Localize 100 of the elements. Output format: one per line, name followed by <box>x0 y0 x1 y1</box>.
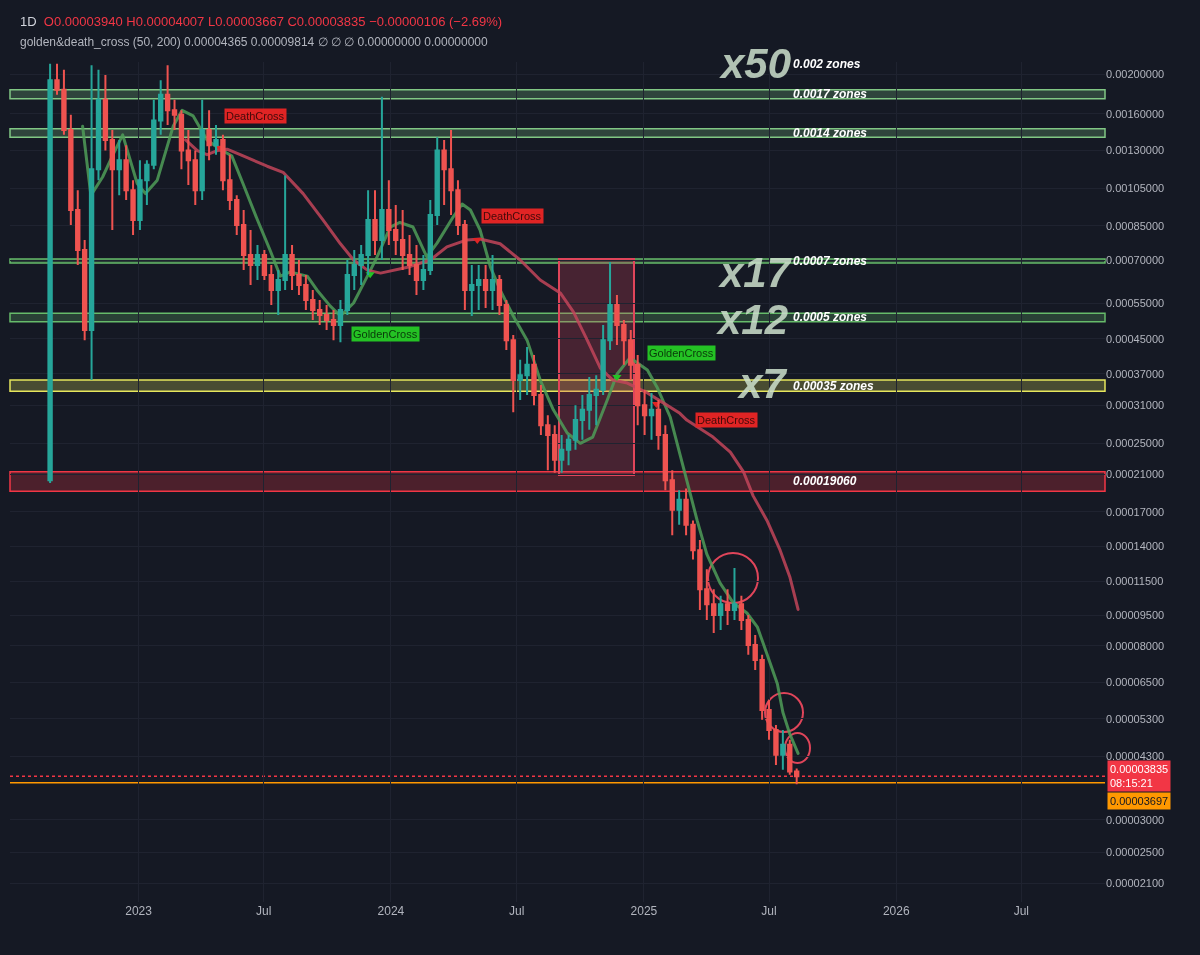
text: GoldenCross <box>649 347 714 359</box>
candlestick <box>109 128 115 232</box>
candlestick <box>158 79 164 136</box>
y-tick-label: 0.00160000 <box>1106 107 1165 120</box>
candlestick <box>780 728 786 771</box>
x-tick-label: Jul <box>509 904 525 918</box>
candlestick <box>669 469 675 537</box>
x-tick-label: Jul <box>1013 904 1030 918</box>
candlestick <box>185 128 192 187</box>
candlestick <box>95 68 102 182</box>
y-tick-label: 0.00011500 <box>1106 575 1164 588</box>
band-label: 0.00035 zones <box>793 379 875 393</box>
candlestick <box>406 233 413 277</box>
candlestick <box>399 209 406 272</box>
candlestick <box>254 243 261 282</box>
y-tick-label: 0.00021000 <box>1106 468 1165 481</box>
candlestick <box>192 149 198 206</box>
text: GoldenCross <box>353 328 418 340</box>
candlestick <box>738 594 745 632</box>
candlestick <box>476 264 482 311</box>
candlestick <box>344 258 351 316</box>
x-tick-label: 2023 <box>125 904 153 918</box>
candlestick <box>787 738 793 776</box>
candlestick <box>420 253 427 291</box>
y-tick-label: 0.00004300 <box>1106 749 1165 762</box>
candlestick <box>565 434 572 467</box>
y-tick-label: 0.00037000 <box>1106 367 1165 380</box>
y-tick-label: 0.00014000 <box>1106 540 1165 553</box>
y-tick-label: 0.00045000 <box>1106 332 1165 345</box>
y-tick-label: 0.00130000 <box>1106 144 1165 157</box>
candlestick <box>323 303 330 332</box>
candlestick <box>745 614 751 656</box>
point <box>612 375 622 382</box>
point <box>472 237 482 244</box>
candlestick <box>330 308 337 342</box>
annotation: 0.002 zones <box>793 57 861 71</box>
y-tick-label: 0.00017000 <box>1106 505 1165 518</box>
y-tick-label: 0.00002100 <box>1106 877 1165 890</box>
candlestick <box>641 388 648 437</box>
candlestick <box>47 62 53 484</box>
candlestick <box>434 136 440 226</box>
candlestick <box>116 138 122 197</box>
candlestick <box>268 264 274 306</box>
series-label: DeathCross <box>483 210 542 222</box>
candlestick <box>662 424 669 492</box>
band-label: 0.0014 zones <box>793 126 868 140</box>
candlestick <box>317 299 323 326</box>
ref-line-label: 0.00003697 <box>1110 795 1169 807</box>
x-tick-label: Jul <box>761 904 777 918</box>
x-tick-label: 2025 <box>630 904 658 918</box>
text: DeathCross <box>697 414 756 426</box>
y-tick-label: 0.00070000 <box>1106 254 1165 267</box>
text: golden&death_cross (50, 200) 0.00004365 0.00009814 ∅ ∅ ∅ 0.00000000 0.00000000 <box>20 35 489 49</box>
candlestick <box>178 109 185 171</box>
ref-line-label: 0.00003835 08:15:21 <box>1110 763 1169 790</box>
y-tick-label: 0.00025000 <box>1106 437 1165 450</box>
band-label: 0.00019060 <box>793 474 857 488</box>
candlestick <box>102 73 109 152</box>
candlestick <box>337 299 344 344</box>
y-tick-label: 0.00085000 <box>1106 219 1165 232</box>
candlestick <box>88 64 95 382</box>
candlestick <box>81 238 88 342</box>
candlestick <box>164 64 171 127</box>
candlestick <box>579 394 586 441</box>
candlestick <box>635 354 641 427</box>
candlestick <box>247 229 254 286</box>
y-tick-label: 0.00009500 <box>1106 609 1165 622</box>
candlestick <box>240 209 247 272</box>
x-tick-label: 2024 <box>377 904 405 918</box>
chart-title: 1D <box>20 14 37 29</box>
candlestick <box>648 391 655 441</box>
y-tick-label: 0.00003000 <box>1106 813 1165 826</box>
candlestick <box>510 334 516 414</box>
candlestick <box>427 198 433 277</box>
candlestick <box>496 274 503 316</box>
candlestick <box>206 109 212 162</box>
candlestick <box>572 404 579 451</box>
annotation: x50 <box>719 40 792 87</box>
candlestick <box>503 299 510 351</box>
candlestick <box>717 594 724 632</box>
y-tick-label: 0.00031000 <box>1106 399 1165 411</box>
band-label: 0.0005 zones <box>793 310 868 324</box>
y-tick-label: 0.00005300 <box>1106 712 1165 725</box>
x-tick-label: 2026 <box>882 904 910 918</box>
candlestick <box>199 98 205 201</box>
y-tick-label: 0.00006500 <box>1106 676 1165 689</box>
x-tick-label: Jul <box>256 904 272 918</box>
candlestick <box>676 489 682 526</box>
candlestick <box>413 243 420 297</box>
band-label: 0.0017 zones <box>793 87 868 101</box>
candlestick <box>724 588 731 627</box>
annotation: x17 <box>718 249 792 296</box>
y-tick-label: 0.00055000 <box>1106 297 1165 310</box>
candlestick <box>793 767 800 786</box>
candlestick <box>731 566 738 621</box>
candlestick <box>558 434 565 474</box>
y-tick-label: 0.00008000 <box>1106 639 1165 652</box>
chart-subtitle: O0.00003940 H0.00004007 L0.00003667 C0.00003835 −0.00000106 (−2.69%) <box>43 14 503 29</box>
candlestick <box>372 189 378 256</box>
candlestick <box>261 248 268 282</box>
